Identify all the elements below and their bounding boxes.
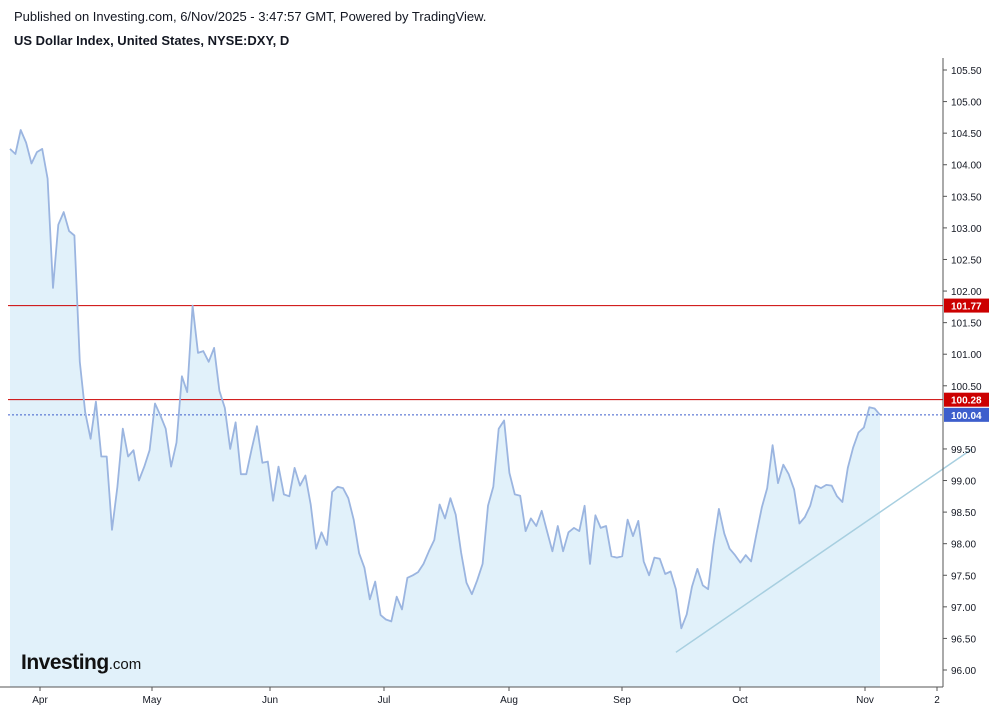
price-area-fill — [10, 130, 880, 687]
x-tick-label: 2 — [934, 695, 940, 706]
y-tick-label: 104.50 — [951, 129, 982, 140]
price-tag-101-77-bg — [944, 298, 989, 313]
y-tick-label: 96.00 — [951, 666, 976, 677]
x-tick-label: Aug — [500, 695, 518, 706]
y-tick-label: 100.50 — [951, 382, 982, 393]
x-tick-label: Nov — [856, 695, 874, 706]
y-tick-label: 98.00 — [951, 540, 976, 551]
price-tag-100-28: 100.28 — [951, 396, 982, 407]
y-tick-label: 96.50 — [951, 634, 976, 645]
y-tick-label: 105.00 — [951, 98, 982, 109]
y-tick-label: 103.50 — [951, 192, 982, 203]
x-tick-label: May — [143, 695, 162, 706]
logo-tld: .com — [108, 656, 142, 673]
price-tag-100-04-bg — [944, 407, 989, 422]
y-tick-label: 97.00 — [951, 603, 976, 614]
x-tick-label: Jul — [378, 695, 391, 706]
y-tick-label: 102.00 — [951, 287, 982, 298]
x-tick-label: Apr — [32, 695, 48, 706]
y-tick-label: 98.50 — [951, 508, 976, 519]
y-tick-label: 103.00 — [951, 224, 982, 235]
price-series-line — [9, 129, 881, 630]
price-tag-100-04: 100.04 — [951, 411, 982, 422]
y-tick-label: 99.50 — [951, 445, 976, 456]
y-tick-label: 105.50 — [951, 66, 982, 77]
investing-logo: Investing.com — [21, 651, 141, 675]
y-tick-label: 101.00 — [951, 350, 982, 361]
chart-title: US Dollar Index, United States, NYSE:DXY… — [14, 33, 290, 48]
logo-wordmark: Investing — [21, 651, 109, 674]
price-tag-100-28-bg — [944, 392, 989, 407]
chart-header: Published on Investing.com, 6/Nov/2025 -… — [14, 8, 486, 50]
x-tick-label: Sep — [613, 695, 631, 706]
x-tick-label: Oct — [732, 695, 748, 706]
y-tick-label: 97.50 — [951, 571, 976, 582]
y-tick-label: 99.00 — [951, 477, 976, 488]
support-trendline — [675, 448, 973, 653]
y-tick-label: 104.00 — [951, 161, 982, 172]
y-tick-label: 101.50 — [951, 319, 982, 330]
price-tag-101-77: 101.77 — [951, 302, 982, 313]
y-tick-label: 102.50 — [951, 255, 982, 266]
x-tick-label: Jun — [262, 695, 278, 706]
published-line: Published on Investing.com, 6/Nov/2025 -… — [14, 9, 487, 24]
